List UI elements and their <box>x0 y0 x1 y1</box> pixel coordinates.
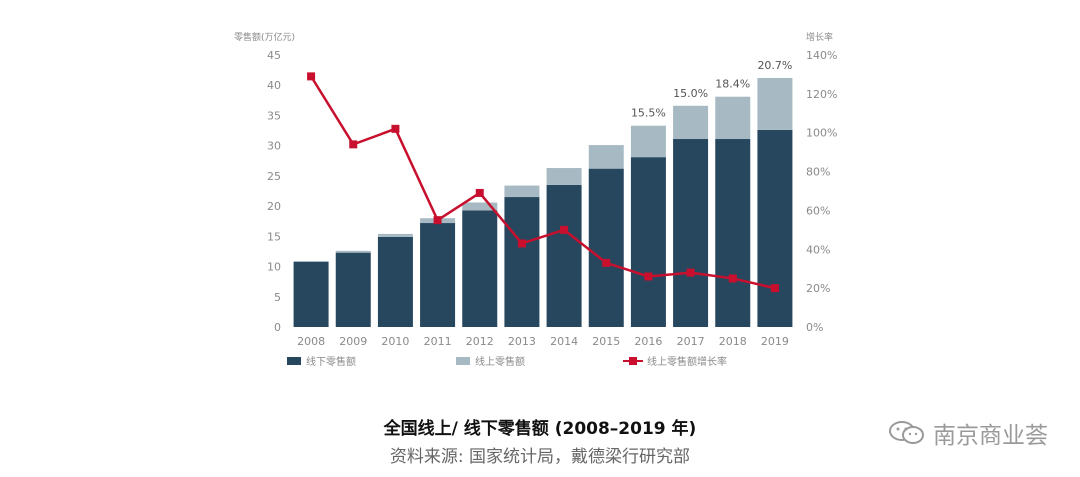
bar-offline <box>335 252 371 327</box>
x-tick-label: 2008 <box>297 335 325 348</box>
y2-tick-label: 100% <box>806 127 837 140</box>
y-tick-label: 30 <box>267 140 281 153</box>
bar-annotations: 15.5% 15.0% 18.4% 20.7% <box>631 59 792 120</box>
bar-online <box>673 105 709 140</box>
y-tick-label: 15 <box>267 230 281 243</box>
bar-online <box>546 168 582 185</box>
y-tick-label: 35 <box>267 109 281 122</box>
x-tick-label: 2016 <box>634 335 662 348</box>
bar-offline <box>293 261 329 327</box>
x-axis-ticks: 2008 2009 2010 2011 2012 2013 2014 2015 2016 2017… <box>297 335 789 348</box>
bar-offline <box>673 139 709 327</box>
legend-label-online: 线上零售额 <box>475 355 525 368</box>
growth-point <box>433 216 442 225</box>
bar-online <box>588 145 624 169</box>
bar-offline <box>504 197 540 327</box>
y-axis-ticks: 0 5 10 15 20 25 30 35 40 45 <box>267 49 281 334</box>
wechat-icon <box>889 421 924 444</box>
legend-marker-growth <box>629 357 637 365</box>
growth-point <box>517 239 526 248</box>
bar-offline <box>462 210 498 327</box>
x-tick-label: 2009 <box>339 335 367 348</box>
legend-swatch-offline <box>287 357 301 365</box>
bar-offline <box>377 236 413 327</box>
watermark: 南京商业荟 <box>887 416 1048 450</box>
y2-axis-ticks: 0% 20% 40% 60% 80% 100% 120% 140% <box>806 49 837 334</box>
y-tick-label: 40 <box>267 79 281 92</box>
bar-online <box>757 77 793 130</box>
bar-online <box>335 250 371 253</box>
y2-tick-label: 20% <box>806 282 830 295</box>
y2-axis-title: 增长率 <box>806 31 833 43</box>
y-tick-label: 20 <box>267 200 281 213</box>
growth-point <box>602 258 611 267</box>
legend-label-growth: 线上零售额增长率 <box>647 355 727 368</box>
x-tick-label: 2015 <box>592 335 620 348</box>
bar-annotation: 20.7% <box>757 59 792 72</box>
y2-tick-label: 0% <box>806 321 823 334</box>
bar-annotation: 15.5% <box>631 107 666 120</box>
y2-tick-label: 120% <box>806 88 837 101</box>
growth-point <box>349 140 358 149</box>
x-tick-label: 2019 <box>761 335 789 348</box>
bar-online <box>630 125 666 158</box>
y-axis-title: 零售额(万亿元) <box>234 31 295 43</box>
bar-online <box>377 233 413 237</box>
y-tick-label: 5 <box>274 291 281 304</box>
y2-tick-label: 60% <box>806 204 830 217</box>
x-tick-label: 2012 <box>466 335 494 348</box>
bar-online <box>715 96 751 140</box>
bar-offline <box>630 157 666 327</box>
y-tick-label: 0 <box>274 321 281 334</box>
figure-source: 资料来源: 国家统计局，戴德梁行研究部 <box>389 447 691 467</box>
y2-tick-label: 80% <box>806 166 830 179</box>
bar-annotation: 15.0% <box>673 87 708 100</box>
bar-online <box>462 202 498 211</box>
growth-point <box>475 188 484 197</box>
watermark-text: 南京商业荟 <box>933 423 1048 449</box>
y-tick-label: 25 <box>267 170 281 183</box>
growth-point <box>560 225 569 234</box>
x-tick-label: 2014 <box>550 335 578 348</box>
x-tick-label: 2010 <box>381 335 409 348</box>
x-tick-label: 2018 <box>719 335 747 348</box>
y2-tick-label: 40% <box>806 243 830 256</box>
bar-online <box>504 185 540 198</box>
bars <box>293 77 793 327</box>
bar-offline <box>420 223 456 327</box>
x-tick-label: 2011 <box>424 335 452 348</box>
chart: 零售额(万亿元) 增长率 0 5 10 15 20 25 30 35 40 45 0% 20% 40%… <box>234 31 837 368</box>
bar-annotation: 18.4% <box>715 78 750 91</box>
growth-point <box>770 284 779 293</box>
bar-online <box>293 261 329 262</box>
legend-label-offline: 线下零售额 <box>306 355 356 368</box>
bar-offline <box>588 168 624 327</box>
bar-offline <box>546 184 582 327</box>
legend: 线下零售额 线上零售额 线上零售额增长率 <box>287 355 727 368</box>
y-tick-label: 10 <box>267 261 281 274</box>
growth-point <box>644 272 653 281</box>
bar-offline <box>757 129 793 327</box>
x-tick-label: 2017 <box>677 335 705 348</box>
growth-point <box>391 124 400 133</box>
x-tick-label: 2013 <box>508 335 536 348</box>
legend-swatch-online <box>456 357 470 365</box>
growth-point <box>307 72 316 81</box>
growth-line <box>307 72 779 293</box>
figure-title: 全国线上/ 线下零售额 (2008–2019 年) <box>383 419 697 439</box>
growth-point <box>686 268 695 277</box>
growth-point <box>728 274 737 283</box>
bar-offline <box>715 139 751 327</box>
y2-tick-label: 140% <box>806 49 837 62</box>
growth-line-path <box>310 75 776 290</box>
y-tick-label: 45 <box>267 49 281 62</box>
